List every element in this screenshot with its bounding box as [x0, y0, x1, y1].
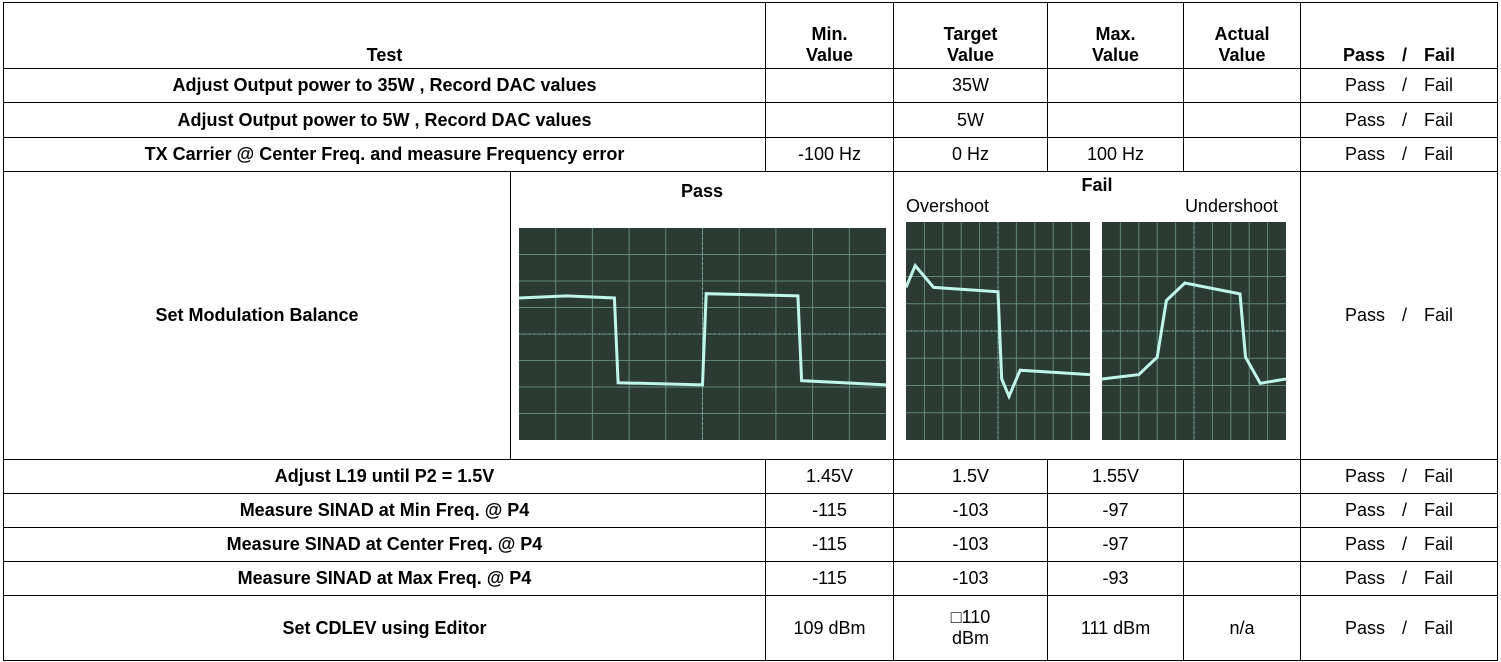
cell: -115 — [766, 528, 894, 562]
cell: Pass / Fail — [1301, 103, 1498, 138]
cell: TX Carrier @ Center Freq. and measure Fr… — [4, 138, 766, 172]
cell — [1184, 69, 1301, 103]
cell: Target Value — [894, 3, 1048, 69]
cell: -93 — [1048, 562, 1184, 596]
cell: Measure SINAD at Max Freq. @ P4 — [4, 562, 766, 596]
page: {"table":{ "header":["Test","Min.\nValue… — [0, 0, 1501, 662]
cell: -100 Hz — [766, 138, 894, 172]
cell: Adjust Output power to 5W , Record DAC v… — [4, 103, 766, 138]
cell: Pass / Fail — [1301, 69, 1498, 103]
row: Measure SINAD at Max Freq. @ P4-115-103-… — [4, 562, 1498, 596]
cell: Set Modulation Balance — [4, 172, 511, 460]
cell: -115 — [766, 494, 894, 528]
cell: 1.55V — [1048, 460, 1184, 494]
cell: Pass / Fail — [1301, 494, 1498, 528]
cell: -103 — [894, 494, 1048, 528]
cell — [1048, 103, 1184, 138]
cell: Pass / Fail — [1301, 460, 1498, 494]
oscilloscope-image — [1102, 222, 1286, 440]
cell: 100 Hz — [1048, 138, 1184, 172]
undershoot-label: Undershoot — [1185, 196, 1278, 216]
cell: Adjust L19 until P2 = 1.5V — [4, 460, 766, 494]
row: Adjust Output power to 5W , Record DAC v… — [4, 103, 1498, 138]
cell: -97 — [1048, 494, 1184, 528]
cell: Pass / Fail — [1301, 3, 1498, 69]
cell: 35W — [894, 69, 1048, 103]
pass-label: Pass — [511, 180, 893, 202]
oscilloscope-image — [906, 222, 1090, 440]
fail-images — [906, 222, 1300, 440]
cell: Max. Value — [1048, 3, 1184, 69]
cell: n/a — [1184, 596, 1301, 661]
cell — [766, 103, 894, 138]
cell — [1048, 69, 1184, 103]
row: Adjust Output power to 35W , Record DAC … — [4, 69, 1498, 103]
cell: Min. Value — [766, 3, 894, 69]
cell: Adjust Output power to 35W , Record DAC … — [4, 69, 766, 103]
cell: Test — [4, 3, 766, 69]
cell: -103 — [894, 528, 1048, 562]
cell: □110 dBm — [894, 596, 1048, 661]
cell — [1184, 494, 1301, 528]
oscilloscope-image — [519, 228, 886, 440]
overshoot-label: Overshoot — [906, 196, 989, 216]
cell: Pass / Fail — [1301, 596, 1498, 661]
row: Measure SINAD at Min Freq. @ P4-115-103-… — [4, 494, 1498, 528]
row: TX Carrier @ Center Freq. and measure Fr… — [4, 138, 1498, 172]
cell: -115 — [766, 562, 894, 596]
cell — [1184, 460, 1301, 494]
cell: Pass / Fail — [1301, 172, 1498, 460]
cell — [1184, 528, 1301, 562]
sub-labels: Overshoot Undershoot — [894, 196, 1300, 216]
cell: 1.5V — [894, 460, 1048, 494]
fail-label: Fail — [894, 174, 1300, 196]
cell — [1184, 562, 1301, 596]
cell: Measure SINAD at Center Freq. @ P4 — [4, 528, 766, 562]
cell — [1184, 138, 1301, 172]
cell: Pass / Fail — [1301, 138, 1498, 172]
row: Measure SINAD at Center Freq. @ P4-115-1… — [4, 528, 1498, 562]
cell: 0 Hz — [894, 138, 1048, 172]
cell: 1.45V — [766, 460, 894, 494]
cell: -97 — [1048, 528, 1184, 562]
cell: -103 — [894, 562, 1048, 596]
cell: Set CDLEV using Editor — [4, 596, 766, 661]
cell: 111 dBm — [1048, 596, 1184, 661]
cell: Pass / Fail — [1301, 562, 1498, 596]
cell: Pass — [511, 172, 894, 460]
cell — [766, 69, 894, 103]
cell: 109 dBm — [766, 596, 894, 661]
cell: Measure SINAD at Min Freq. @ P4 — [4, 494, 766, 528]
cell: Actual Value — [1184, 3, 1301, 69]
cell: 5W — [894, 103, 1048, 138]
cell: Pass / Fail — [1301, 528, 1498, 562]
cell — [1184, 103, 1301, 138]
